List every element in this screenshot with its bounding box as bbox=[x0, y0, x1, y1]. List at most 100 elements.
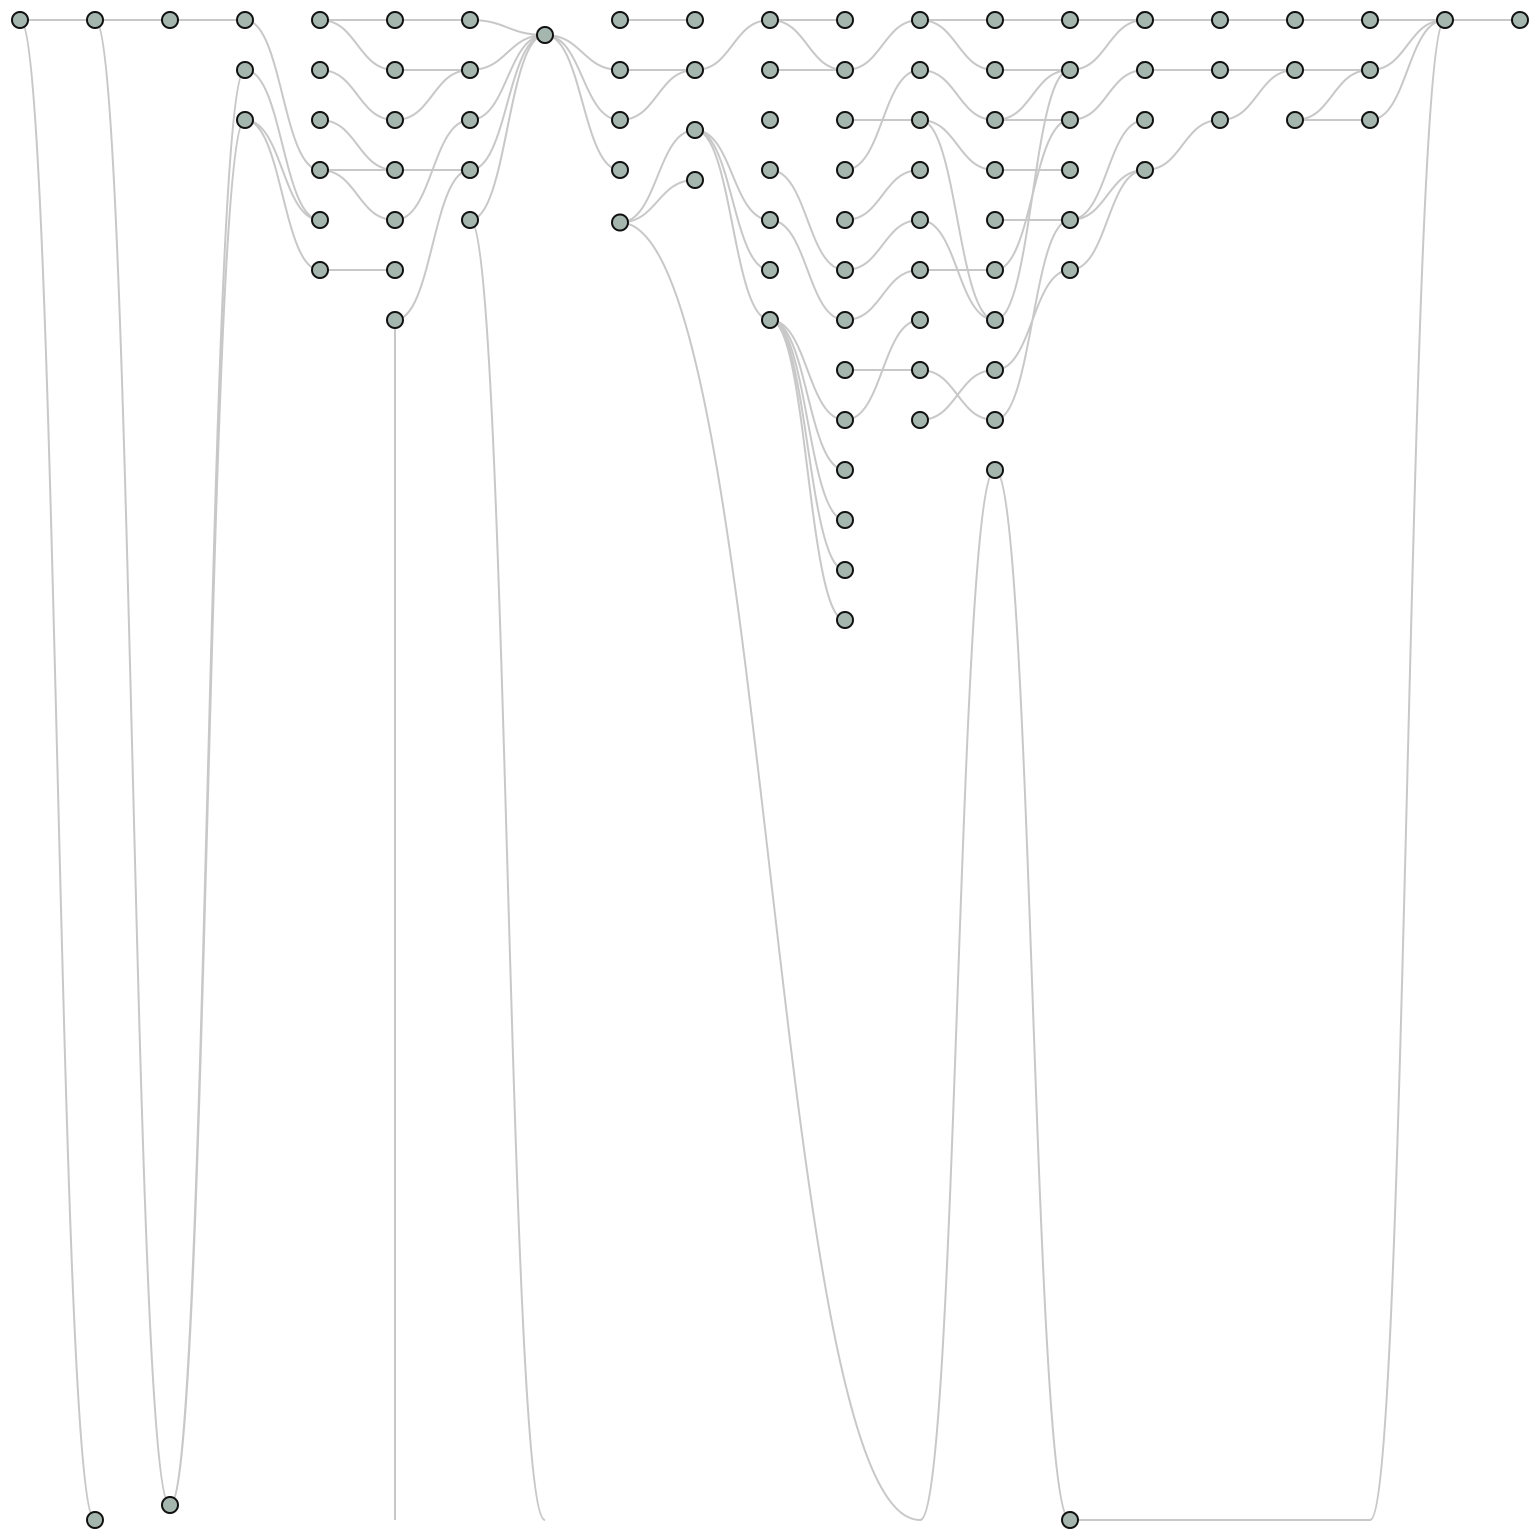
graph-node[interactable] bbox=[1211, 61, 1229, 79]
graph-node[interactable] bbox=[236, 61, 254, 79]
graph-node[interactable] bbox=[986, 461, 1004, 479]
graph-node[interactable] bbox=[911, 411, 929, 429]
graph-node[interactable] bbox=[311, 61, 329, 79]
graph-node[interactable] bbox=[911, 311, 929, 329]
graph-node[interactable] bbox=[911, 261, 929, 279]
graph-node[interactable] bbox=[986, 261, 1004, 279]
graph-node[interactable] bbox=[986, 411, 1004, 429]
graph-node[interactable] bbox=[836, 211, 854, 229]
graph-node[interactable] bbox=[611, 161, 629, 179]
graph-node[interactable] bbox=[1061, 111, 1079, 129]
graph-node[interactable] bbox=[1061, 161, 1079, 179]
graph-node[interactable] bbox=[986, 11, 1004, 29]
graph-node[interactable] bbox=[986, 211, 1004, 229]
graph-node[interactable] bbox=[986, 311, 1004, 329]
graph-node[interactable] bbox=[311, 161, 329, 179]
graph-node[interactable] bbox=[686, 121, 704, 139]
graph-node[interactable] bbox=[1361, 111, 1379, 129]
graph-node[interactable] bbox=[236, 111, 254, 129]
graph-node[interactable] bbox=[911, 111, 929, 129]
graph-node[interactable] bbox=[311, 111, 329, 129]
graph-node[interactable] bbox=[836, 161, 854, 179]
graph-node[interactable] bbox=[1061, 1511, 1079, 1529]
graph-node[interactable] bbox=[836, 411, 854, 429]
graph-node[interactable] bbox=[86, 11, 104, 29]
graph-node[interactable] bbox=[386, 161, 404, 179]
graph-node[interactable] bbox=[386, 111, 404, 129]
graph-node[interactable] bbox=[386, 261, 404, 279]
graph-node[interactable] bbox=[1361, 11, 1379, 29]
graph-node[interactable] bbox=[761, 11, 779, 29]
graph-node[interactable] bbox=[611, 11, 629, 29]
graph-node[interactable] bbox=[836, 611, 854, 629]
graph-node[interactable] bbox=[1136, 61, 1154, 79]
graph-node[interactable] bbox=[1211, 111, 1229, 129]
graph-node[interactable] bbox=[461, 61, 479, 79]
graph-node[interactable] bbox=[386, 61, 404, 79]
graph-node[interactable] bbox=[761, 261, 779, 279]
graph-node[interactable] bbox=[236, 11, 254, 29]
graph-node[interactable] bbox=[536, 26, 554, 44]
graph-node[interactable] bbox=[686, 171, 704, 189]
graph-node[interactable] bbox=[311, 211, 329, 229]
graph-node[interactable] bbox=[386, 11, 404, 29]
graph-node[interactable] bbox=[761, 111, 779, 129]
graph-node[interactable] bbox=[386, 211, 404, 229]
graph-node[interactable] bbox=[911, 361, 929, 379]
graph-node[interactable] bbox=[1511, 11, 1529, 29]
graph-node[interactable] bbox=[911, 61, 929, 79]
graph-node[interactable] bbox=[161, 11, 179, 29]
graph-node[interactable] bbox=[686, 11, 704, 29]
graph-node[interactable] bbox=[611, 111, 629, 129]
graph-node[interactable] bbox=[86, 1511, 104, 1529]
graph-node[interactable] bbox=[1061, 261, 1079, 279]
graph-node[interactable] bbox=[461, 11, 479, 29]
graph-node[interactable] bbox=[836, 61, 854, 79]
graph-node[interactable] bbox=[836, 361, 854, 379]
graph-node[interactable] bbox=[1136, 111, 1154, 129]
graph-node[interactable] bbox=[611, 213, 629, 232]
graph-node[interactable] bbox=[461, 211, 479, 229]
graph-node[interactable] bbox=[986, 361, 1004, 379]
graph-node[interactable] bbox=[1286, 61, 1304, 79]
graph-node[interactable] bbox=[1436, 11, 1454, 29]
graph-node[interactable] bbox=[461, 111, 479, 129]
graph-node[interactable] bbox=[1286, 111, 1304, 129]
graph-node[interactable] bbox=[11, 11, 29, 29]
graph-node[interactable] bbox=[611, 61, 629, 79]
graph-node[interactable] bbox=[1061, 11, 1079, 29]
graph-node[interactable] bbox=[1211, 11, 1229, 29]
graph-node[interactable] bbox=[836, 461, 854, 479]
graph-node[interactable] bbox=[986, 161, 1004, 179]
graph-node[interactable] bbox=[911, 211, 929, 229]
graph-node[interactable] bbox=[836, 111, 854, 129]
graph-node[interactable] bbox=[761, 211, 779, 229]
graph-node[interactable] bbox=[836, 561, 854, 579]
graph-node[interactable] bbox=[986, 111, 1004, 129]
graph-node[interactable] bbox=[911, 11, 929, 29]
graph-node[interactable] bbox=[1061, 211, 1079, 229]
graph-node[interactable] bbox=[836, 261, 854, 279]
graph-node[interactable] bbox=[761, 161, 779, 179]
graph-node[interactable] bbox=[311, 261, 329, 279]
graph-node[interactable] bbox=[1061, 61, 1079, 79]
graph-node[interactable] bbox=[1361, 61, 1379, 79]
graph-node[interactable] bbox=[1286, 11, 1304, 29]
graph-node[interactable] bbox=[311, 11, 329, 29]
graph-node[interactable] bbox=[1136, 161, 1154, 179]
graph-node[interactable] bbox=[836, 11, 854, 29]
graph-node[interactable] bbox=[161, 1496, 179, 1514]
graph-edge bbox=[244, 119, 321, 271]
graph-node[interactable] bbox=[761, 61, 779, 79]
graph-node[interactable] bbox=[911, 161, 929, 179]
graph-node[interactable] bbox=[986, 61, 1004, 79]
graph-edge bbox=[1369, 19, 1446, 1521]
graph-node[interactable] bbox=[386, 311, 404, 329]
graph-node[interactable] bbox=[686, 61, 704, 79]
graph-node[interactable] bbox=[761, 311, 779, 329]
graph-node[interactable] bbox=[461, 161, 479, 179]
graph-node[interactable] bbox=[836, 311, 854, 329]
graph-node[interactable] bbox=[836, 511, 854, 529]
graph-node[interactable] bbox=[1136, 11, 1154, 29]
